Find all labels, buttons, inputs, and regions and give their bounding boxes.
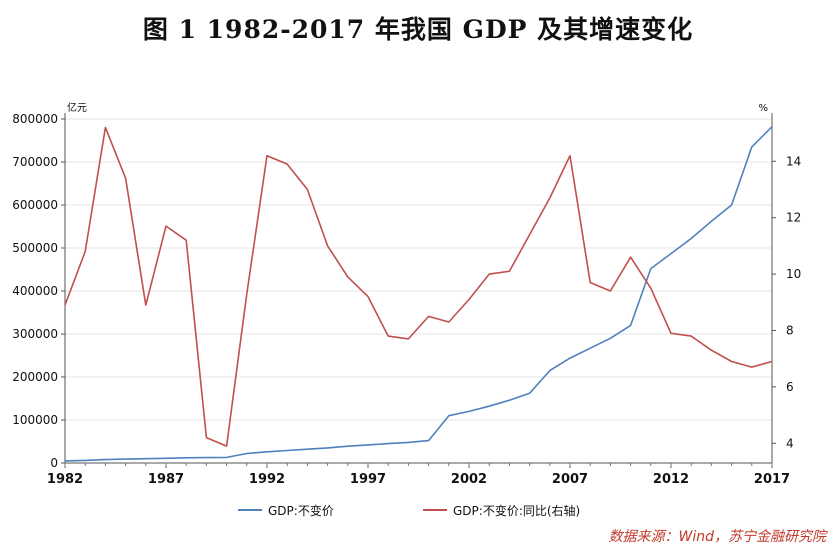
legend-label-1: GDP:不变价 xyxy=(268,503,334,518)
gridlines xyxy=(65,118,772,421)
series-line-1 xyxy=(64,126,773,462)
legend-label-2: GDP:不变价:同比(右轴) xyxy=(453,503,580,518)
left-tick-label: 100000 xyxy=(12,413,58,427)
chart-title: 图 1 1982-2017 年我国 GDP 及其增速变化 xyxy=(142,15,694,44)
x-tick-label: 2017 xyxy=(754,472,790,487)
axes: 0 100000 200000 300000 400000 500000 600000 700… xyxy=(12,101,801,487)
right-axis-unit: % xyxy=(758,103,768,114)
left-tick-label: 500000 xyxy=(12,241,58,255)
right-tick-label: 4 xyxy=(786,436,794,450)
right-tick-label: 14 xyxy=(786,154,801,168)
x-tick-label: 1997 xyxy=(350,472,386,487)
right-tick-label: 6 xyxy=(786,380,794,394)
left-axis-unit: 亿元 xyxy=(67,101,87,114)
left-tick-label: 700000 xyxy=(12,155,58,169)
left-tick-label: 800000 xyxy=(12,112,58,126)
series-line-2 xyxy=(64,126,773,447)
x-tick-label: 1992 xyxy=(249,472,285,487)
x-tick-label: 2002 xyxy=(451,472,487,487)
right-tick-label: 12 xyxy=(786,211,801,225)
x-tick-label: 2007 xyxy=(552,472,588,487)
source-note: 数据来源：Wind，苏宁金融研究院 xyxy=(608,529,827,545)
right-tick-label: 8 xyxy=(786,323,794,337)
legend: GDP:不变价 GDP:不变价:同比(右轴) xyxy=(238,503,580,518)
left-tick-label: 0 xyxy=(50,456,58,470)
x-tick-label: 1987 xyxy=(148,472,184,487)
x-tick-label: 2012 xyxy=(653,472,689,487)
x-tick-label: 1982 xyxy=(47,472,83,487)
left-tick-label: 200000 xyxy=(12,370,58,384)
series-lines xyxy=(64,126,773,462)
left-tick-label: 600000 xyxy=(12,198,58,212)
left-tick-label: 400000 xyxy=(12,284,58,298)
left-tick-label: 300000 xyxy=(12,327,58,341)
right-tick-label: 10 xyxy=(786,267,801,281)
